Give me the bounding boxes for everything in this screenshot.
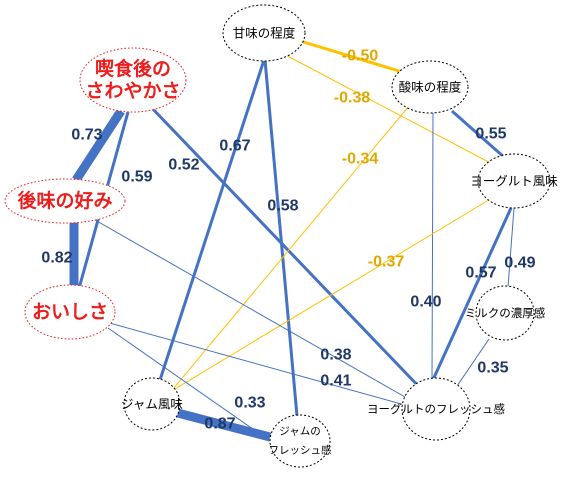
edge-7 (275, 49, 501, 169)
edge-label-12: 0.57 (465, 265, 496, 282)
node-yogurt-flavor: ヨーグルト風味 (470, 153, 558, 209)
node-jam-flavor-outline (123, 377, 181, 431)
edge-18 (168, 406, 272, 442)
node-jam-freshness-label: フレッシュ感 (269, 444, 332, 457)
node-aftertaste-freshness-label: 喫食後の (95, 57, 171, 80)
edge-label-17: 0.33 (234, 395, 265, 412)
node-sourness-level: 酸味の程度 (391, 60, 469, 114)
node-milk-richness-outline (475, 285, 535, 341)
edge-label-15: 0.38 (320, 347, 351, 364)
edge-12 (430, 207, 513, 383)
edge-10 (431, 112, 434, 380)
edge-layer (69, 38, 515, 442)
node-yogurt-freshness: ヨーグルトのフレッシュ感 (367, 377, 505, 441)
node-sourness-level-outline (391, 60, 469, 114)
edge-label-18: 0.87 (204, 416, 235, 433)
node-sweetness-level-outline (222, 4, 306, 62)
node-sweetness-level: 甘味の程度 (222, 4, 306, 62)
edge-label-0: 0.73 (71, 127, 102, 144)
node-jam-freshness-label: ジャムの (279, 426, 320, 438)
edge-label-11: -0.37 (368, 254, 405, 271)
node-aftertaste-preference: 後味の好み (4, 178, 126, 224)
node-deliciousness-label: おいしさ (32, 301, 108, 323)
edge-9 (451, 109, 506, 160)
edge-8 (167, 99, 415, 396)
edge-label-6: -0.50 (342, 48, 379, 65)
edge-label-10: 0.40 (410, 294, 441, 311)
edge-label-3: 0.52 (168, 157, 199, 174)
node-sweetness-level-label: 甘味の程度 (233, 26, 296, 41)
node-aftertaste-preference-label: 後味の好み (17, 189, 112, 212)
edge-6 (296, 38, 413, 77)
edge-3 (148, 104, 426, 394)
edge-11 (169, 194, 498, 393)
node-milk-richness: ミルクの濃厚感 (465, 285, 546, 341)
edge-17 (107, 327, 271, 442)
edge-16 (105, 321, 413, 408)
node-milk-richness-label: ミルクの濃厚感 (465, 306, 546, 320)
node-jam-freshness-outline (269, 414, 331, 468)
edge-label-5: 0.58 (267, 198, 298, 215)
edge-13 (507, 207, 515, 288)
edge-14 (454, 338, 490, 390)
edge-4 (158, 59, 266, 381)
node-deliciousness: おいしさ (24, 284, 116, 340)
node-jam-flavor: ジャム風味 (121, 377, 183, 431)
edge-label-16: 0.41 (320, 373, 351, 390)
edge-label-8: -0.34 (342, 151, 379, 168)
edge-label-9: 0.55 (475, 126, 506, 143)
edge-label-14: 0.35 (477, 360, 508, 377)
edge-5 (263, 59, 299, 417)
node-deliciousness-outline (24, 284, 116, 340)
edge-label-2: 0.59 (121, 169, 152, 186)
edge-label-4: 0.67 (219, 138, 250, 155)
edge-label-13: 0.49 (504, 255, 535, 272)
node-jam-flavor-label: ジャム風味 (121, 397, 183, 412)
node-yogurt-flavor-outline (477, 153, 551, 209)
node-aftertaste-freshness-outline (79, 47, 187, 113)
edge-label-7: -0.38 (334, 90, 371, 107)
edge-label-1: 0.82 (41, 250, 72, 267)
node-aftertaste-freshness-label: さわやかさ (85, 80, 180, 102)
node-aftertaste-preference-outline (4, 178, 126, 224)
edge-15 (87, 215, 413, 402)
node-yogurt-freshness-label: ヨーグルトのフレッシュ感 (367, 402, 505, 416)
node-sourness-level-label: 酸味の程度 (399, 80, 462, 95)
node-yogurt-flavor-label: ヨーグルト風味 (470, 174, 558, 189)
edge-0 (72, 108, 125, 183)
edge-label-layer: 0.73 0.82 0.59 0.52 0.67 0.58 -0.50 -0.38 -0.34 0… (41, 48, 535, 433)
node-yogurt-freshness-outline (401, 377, 471, 441)
